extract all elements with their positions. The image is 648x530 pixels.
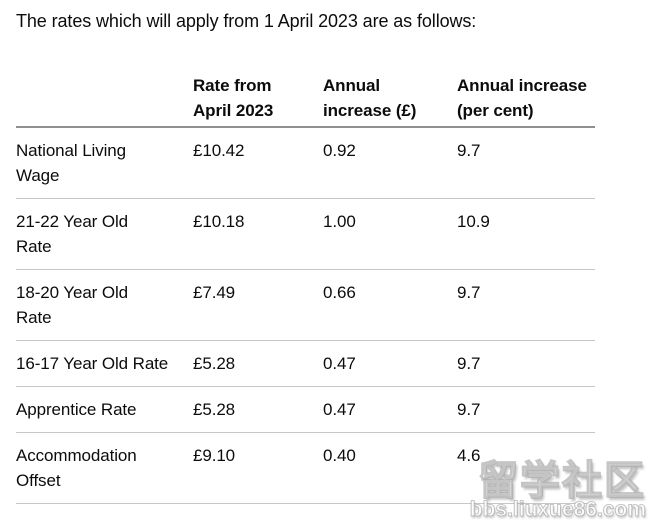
rates-table: Rate from April 2023 Annual increase (£)…	[16, 73, 595, 504]
table-row: 16-17 Year Old Rate £5.28 0.47 9.7	[16, 340, 595, 387]
rate-from-value: £7.49	[193, 269, 323, 341]
annual-increase-gbp-value: 0.92	[323, 127, 457, 199]
annual-increase-percent-value: 9.7	[457, 340, 595, 387]
annual-increase-gbp-value: 1.00	[323, 198, 457, 270]
table-row: Apprentice Rate £5.28 0.47 9.7	[16, 386, 595, 433]
table-row: Accommodation Offset £9.10 0.40 4.6	[16, 432, 595, 504]
column-header-rate-from-april-2023: Rate from April 2023	[193, 73, 323, 128]
annual-increase-gbp-value: 0.47	[323, 340, 457, 387]
row-label: 21-22 Year Old Rate	[16, 198, 193, 270]
column-header-annual-increase-gbp: Annual increase (£)	[323, 73, 457, 128]
table-row: National Living Wage £10.42 0.92 9.7	[16, 127, 595, 199]
row-label: Accommodation Offset	[16, 432, 193, 504]
column-header-empty	[16, 73, 193, 128]
intro-text: The rates which will apply from 1 April …	[16, 11, 477, 31]
annual-increase-gbp-value: 0.40	[323, 432, 457, 504]
annual-increase-percent-value: 9.7	[457, 269, 595, 341]
annual-increase-gbp-value: 0.47	[323, 386, 457, 433]
rate-from-value: £9.10	[193, 432, 323, 504]
rate-from-value: £5.28	[193, 386, 323, 433]
rate-from-value: £10.18	[193, 198, 323, 270]
column-header-annual-increase-percent: Annual increase (per cent)	[457, 73, 595, 128]
annual-increase-percent-value: 9.7	[457, 386, 595, 433]
annual-increase-percent-value: 4.6	[457, 432, 595, 504]
row-label: 16-17 Year Old Rate	[16, 340, 193, 387]
row-label: Apprentice Rate	[16, 386, 193, 433]
rate-from-value: £10.42	[193, 127, 323, 199]
annual-increase-gbp-value: 0.66	[323, 269, 457, 341]
row-label: National Living Wage	[16, 127, 193, 199]
table-header-row: Rate from April 2023 Annual increase (£)…	[16, 73, 595, 128]
table-row: 21-22 Year Old Rate £10.18 1.00 10.9	[16, 198, 595, 270]
row-label: 18-20 Year Old Rate	[16, 269, 193, 341]
annual-increase-percent-value: 9.7	[457, 127, 595, 199]
table-row: 18-20 Year Old Rate £7.49 0.66 9.7	[16, 269, 595, 341]
rate-from-value: £5.28	[193, 340, 323, 387]
annual-increase-percent-value: 10.9	[457, 198, 595, 270]
